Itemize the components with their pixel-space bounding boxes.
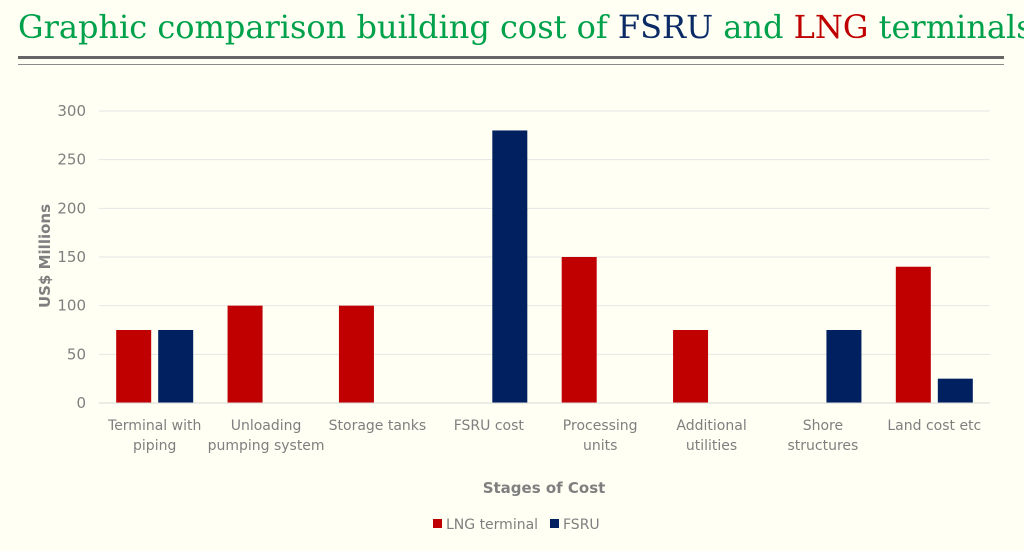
x-tick-label: Terminal with piping [107,418,201,454]
x-tick-label: Additional utilities [676,418,746,454]
bar-fsru [158,330,194,403]
bar-lng-terminal [895,266,931,403]
x-tick-label: Shore structures [788,418,859,454]
x-tick-label: Unloading pumping system [208,418,325,454]
y-tick-label: 100 [57,297,86,315]
legend-label: LNG terminal [446,517,538,533]
title-underline-thick [18,56,1004,59]
y-tick-label: 300 [57,102,86,120]
bar-fsru [937,378,973,403]
x-tick-label: Processing units [563,418,638,454]
page-title: Graphic comparison building cost of FSRU… [18,4,1024,50]
y-tick-label: 150 [57,248,86,266]
y-tick-label: 50 [67,345,86,363]
legend-swatch [550,519,559,528]
legend-label: FSRU [563,517,600,533]
title-fsru: FSRU [617,8,714,46]
y-axis-ticks: 0 50 100 150 200 250 300 [57,102,86,412]
y-tick-label: 250 [57,151,86,169]
title-part-5: terminals [868,8,1024,46]
y-tick-label: 0 [76,394,86,412]
legend: LNG terminal FSRU [433,517,600,533]
title-lng: LNG [793,8,869,46]
x-tick-label: FSRU cost [454,418,525,434]
x-tick-label: Storage tanks [329,418,427,434]
bar-lng-terminal [116,330,152,403]
title-part-3: and [713,8,794,46]
bar-lng-terminal [227,305,263,403]
title-part-1: Graphic comparison building cost of [18,8,618,46]
legend-swatch [433,519,442,528]
bar-lng-terminal [338,305,374,403]
bar-fsru [492,130,528,403]
bar-lng-terminal [561,257,597,403]
y-tick-label: 200 [57,199,86,217]
bar-lng-terminal [673,330,709,403]
y-axis-label: US$ Millions [36,204,54,308]
bars [116,130,973,403]
x-tick-label: Land cost etc [887,418,981,434]
bar-fsru [826,330,862,403]
title-underline-thin [18,64,1004,65]
x-axis-label: Stages of Cost [483,479,606,497]
